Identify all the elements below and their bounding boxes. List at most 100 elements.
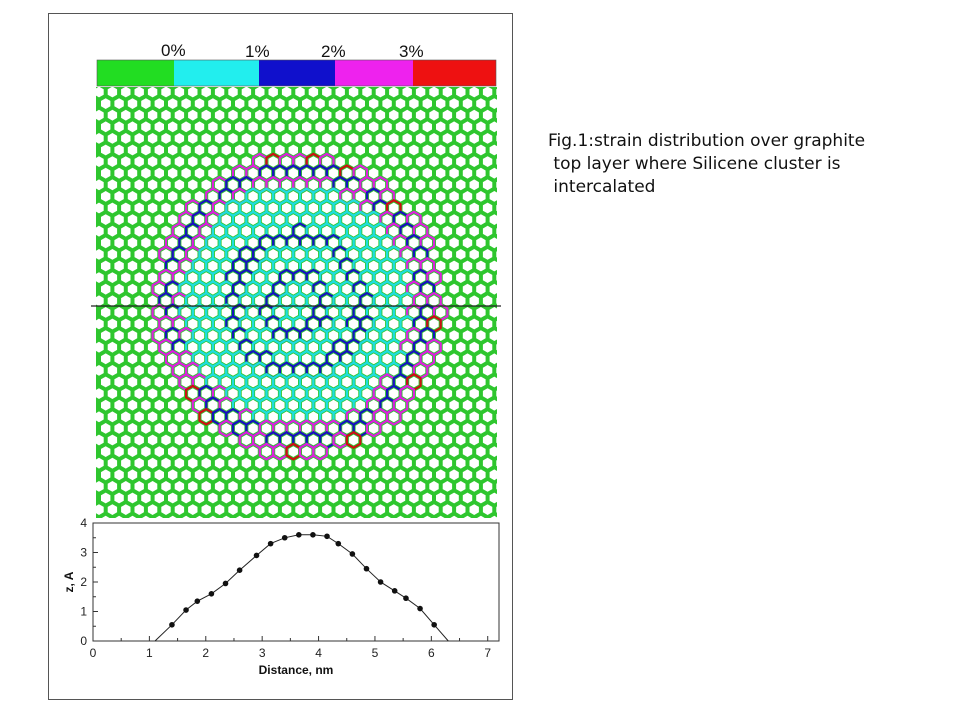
lattice-hole <box>261 167 272 179</box>
lattice-hole <box>315 144 325 156</box>
lattice-hole <box>261 446 272 457</box>
lattice-hole <box>281 249 292 260</box>
lattice-hole <box>335 272 345 283</box>
lattice-hole <box>181 191 191 202</box>
lattice-hole <box>154 469 164 481</box>
lattice-hole <box>482 434 493 446</box>
lattice-hole <box>422 446 432 457</box>
lattice-hole <box>235 98 245 109</box>
lattice-hole <box>268 481 278 492</box>
lattice-hole <box>101 423 111 434</box>
lattice-hole <box>422 376 432 388</box>
lattice-hole <box>141 399 151 411</box>
lattice-hole <box>235 515 244 518</box>
lattice-hole <box>335 318 345 330</box>
lattice-hole <box>315 260 325 272</box>
lattice-hole <box>221 214 231 225</box>
lattice-hole <box>482 202 493 214</box>
lattice-hole <box>442 249 453 260</box>
lattice-hole <box>96 388 104 399</box>
lattice-hole <box>188 504 198 515</box>
lattice-hole <box>228 109 238 121</box>
lattice-hole <box>322 156 332 167</box>
lattice-hole <box>415 388 426 399</box>
lattice-hole <box>275 121 285 133</box>
lattice-hole <box>214 457 225 469</box>
lattice-hole <box>456 504 466 515</box>
lattice-hole <box>369 283 379 295</box>
lattice-hole <box>214 411 225 423</box>
lattice-hole <box>161 156 171 167</box>
lattice-hole <box>482 481 493 492</box>
lattice-hole <box>328 399 339 411</box>
lattice-hole <box>389 504 399 515</box>
lattice-hole <box>295 179 305 191</box>
lattice-hole <box>101 191 111 202</box>
lattice-hole <box>268 318 278 330</box>
lattice-hole <box>375 249 386 260</box>
lattice-hole <box>456 179 466 191</box>
y-tick-label: 0 <box>80 634 87 648</box>
lattice-hole <box>456 109 466 121</box>
lattice-hole <box>188 481 198 492</box>
lattice-hole <box>241 295 252 307</box>
lattice-hole <box>496 460 497 467</box>
lattice-hole <box>342 214 352 225</box>
profile-point <box>183 607 189 613</box>
lattice-hole <box>436 144 446 156</box>
lattice-hole <box>101 214 111 225</box>
lattice-hole <box>436 376 446 388</box>
lattice-hole <box>496 274 497 281</box>
lattice-hole <box>235 144 245 156</box>
lattice-hole <box>389 341 399 353</box>
lattice-hole <box>194 144 205 156</box>
lattice-hole <box>161 318 171 330</box>
lattice-hole <box>335 202 345 214</box>
lattice-hole <box>308 295 319 307</box>
lattice-hole <box>268 109 278 121</box>
lattice-hole <box>214 179 225 191</box>
lattice-hole <box>174 388 185 399</box>
lattice-hole <box>389 133 399 144</box>
lattice-hole <box>462 469 473 481</box>
lattice-hole <box>174 434 185 446</box>
lattice-hole <box>362 249 372 260</box>
lattice-hole <box>335 109 345 121</box>
lattice-hole <box>221 423 231 434</box>
lattice-hole <box>228 365 238 376</box>
lattice-hole <box>456 457 466 469</box>
lattice-hole <box>302 98 312 109</box>
lattice-hole <box>121 87 131 98</box>
lattice-hole <box>375 295 386 307</box>
lattice-hole <box>168 515 177 518</box>
lattice-hole <box>214 87 225 98</box>
lattice-hole <box>194 330 205 341</box>
lattice-hole <box>161 481 171 492</box>
lattice-hole <box>214 249 225 260</box>
lattice-hole <box>268 504 278 515</box>
lattice-hole <box>194 260 205 272</box>
lattice-hole <box>462 283 473 295</box>
lattice-hole <box>134 481 144 492</box>
lattice-hole <box>348 388 359 399</box>
lattice-hole <box>389 202 399 214</box>
lattice-hole <box>322 365 332 376</box>
lattice-hole <box>382 98 392 109</box>
lattice-hole <box>161 202 171 214</box>
lattice-hole <box>127 191 138 202</box>
lattice-hole <box>295 504 305 515</box>
lattice-hole <box>442 156 453 167</box>
lattice-hole <box>154 144 164 156</box>
lattice-hole <box>114 214 124 225</box>
lattice-hole <box>375 365 386 376</box>
lattice-hole <box>348 87 359 98</box>
lattice-hole <box>174 225 185 237</box>
lattice-hole <box>255 133 265 144</box>
lattice-hole <box>415 365 426 376</box>
lattice-hole <box>114 492 124 504</box>
lattice-hole <box>402 457 412 469</box>
lattice-hole <box>281 87 292 98</box>
lattice-hole <box>241 133 252 144</box>
lattice-hole <box>228 202 238 214</box>
lattice-hole <box>369 237 379 249</box>
